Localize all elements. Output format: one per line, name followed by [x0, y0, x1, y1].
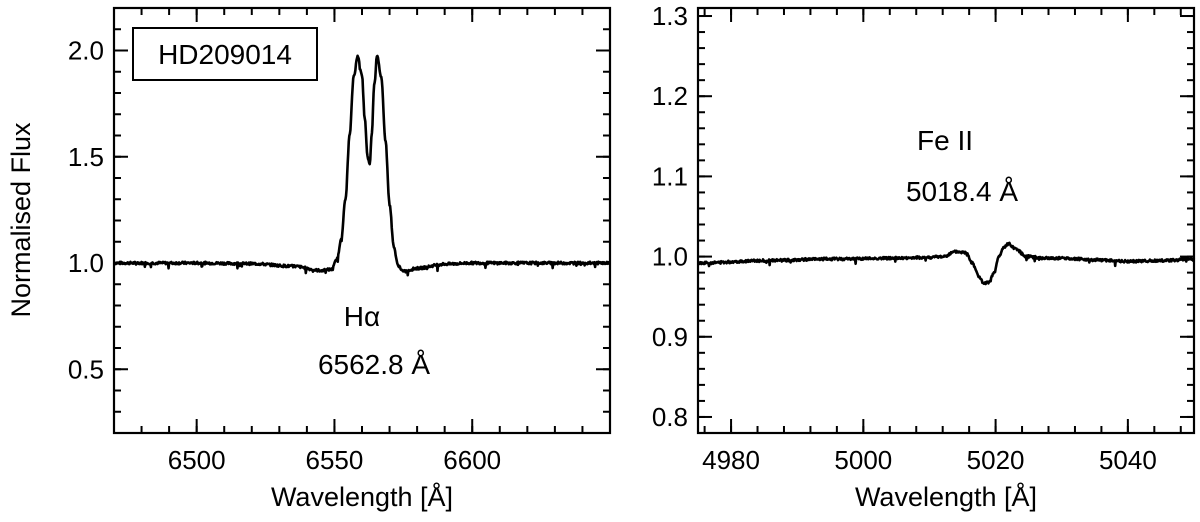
right-x-tick-label: 5040	[1099, 445, 1157, 475]
right-ticks: 4980 5000 5020 5040 0.8 0.9 1.0 1.1 1.2 1.3	[652, 1, 1194, 475]
right-annotation-wavelength: 5018.4 Å	[906, 176, 1018, 207]
right-x-tick-label: 5020	[967, 445, 1025, 475]
right-y-tick-label: 1.0	[652, 242, 688, 272]
right-y-tick-label: 1.3	[652, 1, 688, 31]
left-panel: 6500 6550 6600 0.5 1.0 1.5 2.0 HD209014 Hα 656…	[6, 6, 612, 512]
left-plot-frame	[112, 6, 612, 435]
right-x-tick-label: 4980	[702, 445, 760, 475]
right-x-tick-label: 5000	[834, 445, 892, 475]
left-annotation-wavelength: 6562.8 Å	[318, 349, 430, 380]
right-y-tick-label: 1.2	[652, 81, 688, 111]
left-y-tick-label: 2.0	[68, 36, 104, 66]
star-label: HD209014	[158, 39, 292, 70]
right-x-axis-label: Wavelength [Å]	[855, 481, 1037, 512]
left-y-axis-label: Normalised Flux	[6, 122, 36, 318]
left-y-tick-label: 1.5	[68, 142, 104, 172]
left-x-axis-label: Wavelength [Å]	[271, 481, 453, 512]
right-panel: 4980 5000 5020 5040 0.8 0.9 1.0 1.1 1.2 1.3 Fe II…	[652, 1, 1196, 512]
right-y-tick-label: 0.9	[652, 322, 688, 352]
left-y-tick-label: 1.0	[68, 248, 104, 278]
left-x-tick-label: 6600	[443, 445, 501, 475]
right-y-tick-label: 0.8	[652, 402, 688, 432]
left-y-tick-label: 0.5	[68, 354, 104, 384]
star-label-box	[132, 27, 318, 81]
left-spectrum-line	[112, 54, 611, 277]
left-ticks: 6500 6550 6600 0.5 1.0 1.5 2.0	[68, 7, 611, 475]
right-plot-frame	[696, 6, 1196, 435]
left-x-tick-label: 6500	[168, 445, 226, 475]
left-annotation-line-name: Hα	[344, 301, 380, 332]
right-annotation-line-name: Fe II	[917, 125, 973, 156]
left-x-tick-label: 6550	[306, 445, 364, 475]
right-spectrum-line	[697, 241, 1196, 286]
right-y-tick-label: 1.1	[652, 161, 688, 191]
